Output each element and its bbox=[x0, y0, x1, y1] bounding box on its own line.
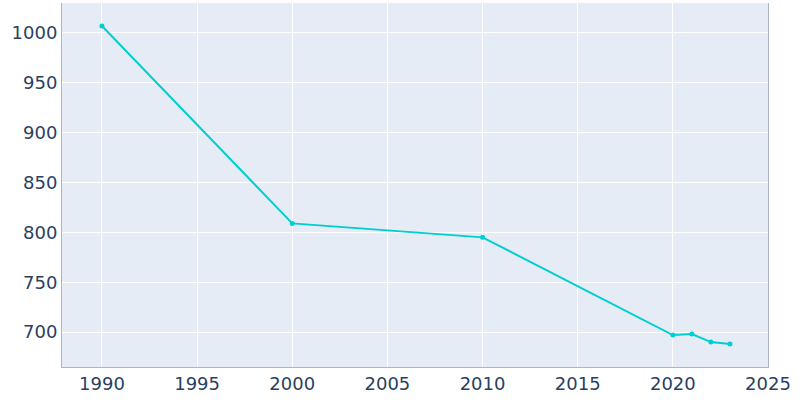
svg-text:2025: 2025 bbox=[745, 373, 791, 394]
svg-text:2010: 2010 bbox=[460, 373, 506, 394]
svg-text:850: 850 bbox=[23, 172, 57, 193]
svg-text:2005: 2005 bbox=[365, 373, 411, 394]
svg-text:2015: 2015 bbox=[555, 373, 601, 394]
svg-text:1000: 1000 bbox=[12, 22, 58, 43]
svg-text:2020: 2020 bbox=[650, 373, 696, 394]
svg-text:950: 950 bbox=[23, 72, 57, 93]
svg-text:2000: 2000 bbox=[269, 373, 315, 394]
svg-text:1990: 1990 bbox=[79, 373, 125, 394]
svg-text:900: 900 bbox=[23, 122, 57, 143]
svg-text:1995: 1995 bbox=[174, 373, 220, 394]
svg-text:700: 700 bbox=[23, 321, 57, 342]
svg-text:750: 750 bbox=[23, 272, 57, 293]
svg-text:800: 800 bbox=[23, 222, 57, 243]
